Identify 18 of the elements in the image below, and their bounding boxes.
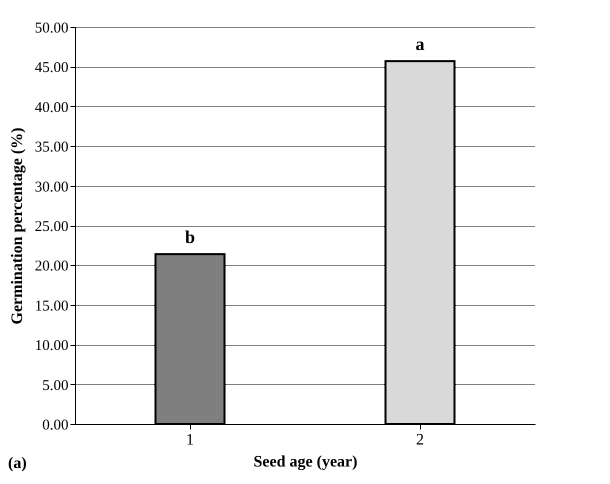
y-tick-label: 0.00: [42, 418, 68, 434]
annotation: a: [416, 34, 424, 54]
y-tick-label: 15.00: [34, 298, 68, 314]
annotation: b: [184, 227, 196, 248]
text: (a): [8, 455, 27, 473]
y-tick-label: 40.00: [34, 100, 68, 116]
y-tick-label: 50.00: [34, 20, 68, 36]
y-tick-label: 35.00: [34, 140, 68, 156]
y-tick-label: 20.00: [34, 258, 68, 275]
y-tick-label: 25.00: [34, 219, 68, 235]
x-tick-label: 2: [416, 432, 424, 448]
y-axis-title: Germination percentage (%): [8, 128, 26, 324]
y-tick-label: 5.00: [42, 378, 68, 394]
x-axis-title: Seed age (year): [254, 454, 358, 470]
y-tick-label: 30.00: [34, 179, 68, 196]
x-tick-label: 1: [186, 432, 194, 448]
y-tick-label: 45.00: [34, 60, 68, 76]
y-tick-label: 10.00: [34, 338, 68, 354]
